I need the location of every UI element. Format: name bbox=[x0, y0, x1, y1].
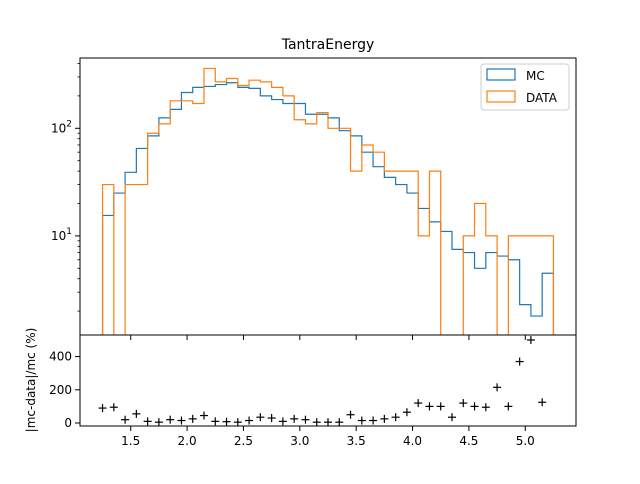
ratio-point bbox=[391, 413, 400, 422]
ratio-y-ticks: 0 200 400 bbox=[49, 350, 80, 430]
step-series-mc bbox=[101, 82, 555, 335]
x-tick-label: 1.5 bbox=[121, 434, 140, 448]
ratio-point bbox=[369, 416, 378, 425]
ratio-point bbox=[121, 415, 130, 424]
ratio-point bbox=[324, 418, 332, 427]
ratio-point bbox=[98, 404, 107, 413]
ratio-point bbox=[346, 410, 355, 419]
x-tick-label: 4.0 bbox=[403, 434, 422, 448]
histogram-y-ticks: 101 102 bbox=[51, 63, 80, 312]
chart-title: TantraEnergy bbox=[281, 37, 375, 53]
ratio-x-ticks: 1.5 2.0 2.5 3.0 3.5 4.0 4.5 5.0 bbox=[121, 426, 535, 448]
ratio-point bbox=[402, 408, 411, 417]
ratio-point bbox=[211, 417, 220, 426]
legend-label-data: DATA bbox=[526, 91, 558, 105]
x-tick-label: 3.5 bbox=[347, 434, 366, 448]
legend: MC DATA bbox=[480, 63, 570, 111]
ratio-point bbox=[267, 414, 276, 423]
ratio-point bbox=[132, 409, 141, 418]
ratio-point bbox=[222, 417, 231, 426]
ratio-axes-frame bbox=[79, 334, 577, 427]
ratio-point bbox=[515, 357, 524, 366]
x-tick-label: 3.0 bbox=[290, 434, 309, 448]
ratio-axes: 0 200 400 1.5 2.0 2.5 3.0 3.5 4.0 4.5 5.0 bbox=[49, 334, 577, 448]
ratio-point bbox=[312, 418, 321, 427]
legend-swatch-mc bbox=[486, 68, 516, 81]
legend-frame bbox=[480, 63, 570, 111]
y-tick-label: 101 bbox=[51, 227, 72, 243]
ratio-point bbox=[526, 335, 535, 344]
ratio-point bbox=[166, 415, 175, 424]
ratio-point bbox=[493, 383, 502, 392]
ratio-y-axis-label: |mc-data|/mc (%) bbox=[24, 328, 38, 433]
ratio-point bbox=[109, 403, 118, 412]
x-tick-label: 2.0 bbox=[178, 434, 197, 448]
histogram-x-ticks bbox=[130, 335, 526, 340]
ratio-point bbox=[448, 413, 456, 422]
x-tick-label: 2.5 bbox=[234, 434, 253, 448]
ratio-point bbox=[143, 417, 152, 426]
ratio-point bbox=[335, 418, 344, 427]
ratio-point bbox=[425, 402, 434, 411]
ratio-point bbox=[188, 414, 197, 423]
ratio-points-group bbox=[98, 335, 547, 427]
histogram-series-group bbox=[101, 67, 555, 335]
ratio-point bbox=[436, 402, 445, 411]
ratio-point bbox=[245, 416, 254, 425]
ratio-y-tick-label: 400 bbox=[49, 350, 72, 364]
x-tick-label: 5.0 bbox=[516, 434, 535, 448]
ratio-point bbox=[470, 402, 479, 411]
ratio-point bbox=[200, 411, 208, 420]
ratio-point bbox=[154, 418, 163, 427]
ratio-point bbox=[177, 416, 186, 425]
ratio-point bbox=[504, 402, 513, 411]
x-tick-label: 4.5 bbox=[459, 434, 478, 448]
y-tick-label: 102 bbox=[51, 119, 72, 135]
ratio-point bbox=[278, 417, 287, 426]
ratio-y-tick-label: 0 bbox=[64, 416, 72, 430]
ratio-point bbox=[481, 403, 490, 412]
ratio-point bbox=[256, 413, 265, 422]
ratio-point bbox=[290, 414, 299, 423]
step-series-data bbox=[101, 67, 555, 335]
legend-label-mc: MC bbox=[526, 69, 545, 83]
ratio-y-tick-label: 200 bbox=[49, 383, 72, 397]
ratio-point bbox=[380, 414, 389, 423]
ratio-point bbox=[301, 415, 310, 424]
legend-swatch-data bbox=[486, 90, 516, 103]
ratio-point bbox=[414, 399, 423, 408]
ratio-point bbox=[538, 398, 547, 407]
ratio-point bbox=[233, 418, 242, 427]
ratio-point bbox=[459, 399, 468, 408]
ratio-point bbox=[357, 416, 366, 425]
